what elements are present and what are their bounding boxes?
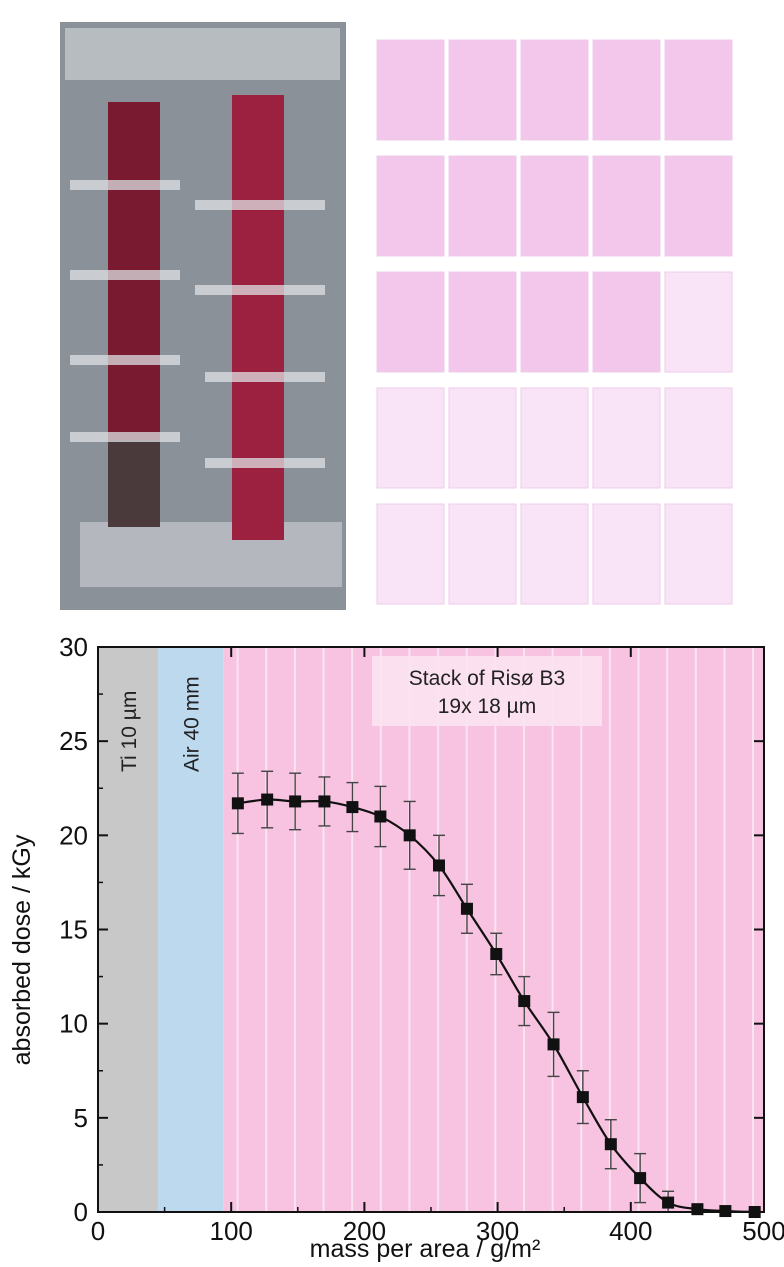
film-piece — [448, 503, 517, 605]
film-layer-stripes — [236, 647, 755, 1212]
joint-tape — [70, 355, 180, 365]
region-1 — [157, 647, 224, 1212]
film-piece — [664, 503, 733, 605]
joint-tape — [70, 180, 180, 190]
data-point — [346, 801, 359, 814]
x-tick-label: 300 — [476, 1216, 519, 1246]
film-strip-2 — [232, 95, 284, 540]
film-piece — [520, 271, 589, 373]
film-piece — [592, 503, 661, 605]
separated-films-grid-photo — [376, 39, 733, 605]
film-strip-1-end — [108, 440, 160, 527]
data-point — [261, 793, 274, 806]
y-tick-label: 15 — [59, 915, 88, 945]
data-point — [576, 1091, 589, 1104]
annotation-line-2: 19x 18 µm — [438, 695, 536, 718]
data-point — [662, 1196, 675, 1209]
joint-tape — [205, 458, 325, 468]
data-point — [289, 795, 302, 808]
data-point — [231, 797, 244, 810]
axes: 0 100 200 300 400 500 0 5 10 15 20 25 30 — [59, 632, 784, 1246]
y-tick-label: 25 — [59, 726, 88, 756]
film-piece — [520, 155, 589, 257]
data-point — [518, 995, 531, 1008]
y-tick-label: 30 — [59, 632, 88, 662]
film-piece — [520, 503, 589, 605]
material-regions — [98, 647, 764, 1212]
joint-tape — [195, 200, 325, 210]
annotation-box — [372, 656, 602, 726]
region-label-1: Air 40 mm — [181, 676, 204, 772]
joint-tape — [195, 285, 325, 295]
film-piece — [664, 155, 733, 257]
joint-tape — [70, 270, 180, 280]
data-point — [374, 810, 387, 823]
dosimeter-photos — [60, 22, 733, 610]
film-piece — [520, 387, 589, 489]
data-point — [634, 1172, 647, 1185]
y-tick-label: 0 — [74, 1197, 88, 1227]
x-tick-label: 0 — [91, 1216, 105, 1246]
data-point — [604, 1138, 617, 1151]
film-piece — [664, 39, 733, 141]
x-tick-label: 500 — [742, 1216, 784, 1246]
film-piece — [376, 39, 445, 141]
data-point — [460, 902, 473, 915]
film-piece — [664, 387, 733, 489]
film-piece — [376, 387, 445, 489]
x-tick-label: 400 — [609, 1216, 652, 1246]
region-2 — [223, 647, 764, 1212]
data-point — [432, 859, 445, 872]
x-axis-title: mass per area / g/m² — [310, 1235, 541, 1263]
stack-annotation: Stack of Risø B3 19x 18 µm — [372, 656, 602, 726]
film-piece — [592, 155, 661, 257]
tape-bottom — [80, 522, 342, 587]
data-point — [318, 795, 331, 808]
photo-background — [60, 22, 346, 610]
dose-series — [231, 770, 761, 1218]
data-point — [547, 1038, 560, 1051]
region-label-0: Ti 10 µm — [118, 691, 141, 772]
joint-tape — [205, 372, 325, 382]
y-tick-label: 5 — [74, 1103, 88, 1133]
film-piece — [376, 271, 445, 373]
film-piece — [448, 155, 517, 257]
film-piece — [376, 503, 445, 605]
film-piece — [448, 39, 517, 141]
film-piece — [448, 387, 517, 489]
joint-tape — [70, 432, 180, 442]
data-point — [490, 947, 503, 960]
film-piece — [592, 271, 661, 373]
region-labels: Ti 10 µm Air 40 mm — [118, 676, 204, 772]
y-axis-title: absorbed dose / kGy — [8, 834, 36, 1065]
film-piece — [520, 39, 589, 141]
dose-depth-chart: Ti 10 µm Air 40 mm Stack of Risø B3 19x 1… — [8, 632, 784, 1263]
stacked-film-strips-photo — [60, 22, 346, 610]
film-piece — [448, 271, 517, 373]
film-piece — [592, 387, 661, 489]
y-tick-label: 10 — [59, 1009, 88, 1039]
annotation-line-1: Stack of Risø B3 — [409, 667, 565, 690]
tape-top — [65, 28, 340, 80]
film-piece — [664, 271, 733, 373]
film-piece — [592, 39, 661, 141]
x-tick-label: 100 — [210, 1216, 253, 1246]
film-piece — [376, 155, 445, 257]
data-point — [403, 829, 416, 842]
x-tick-label: 200 — [343, 1216, 386, 1246]
y-tick-label: 20 — [59, 820, 88, 850]
